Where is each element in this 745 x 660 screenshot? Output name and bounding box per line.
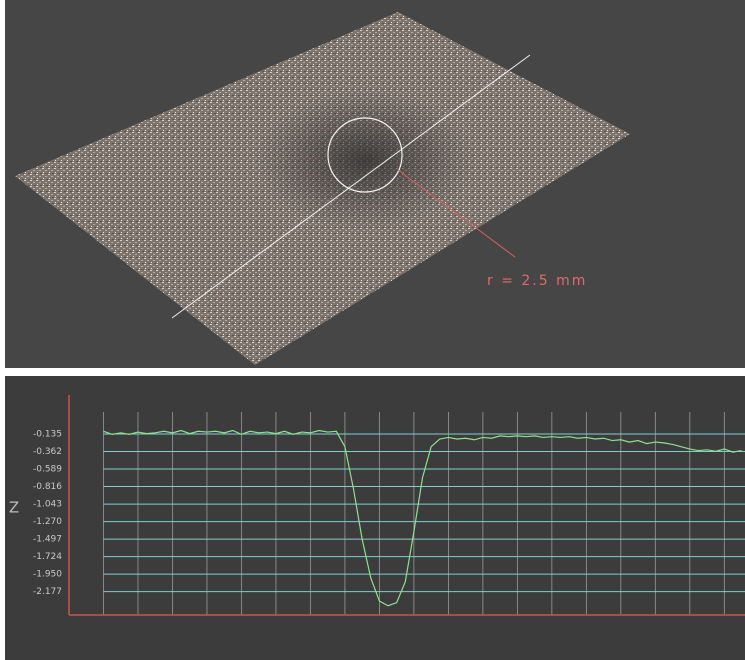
y-tick-label: -0.362 (33, 447, 62, 457)
y-axis-label: Z (9, 499, 19, 517)
crater-shade (255, 90, 475, 230)
annotation-leader (397, 169, 516, 258)
y-tick-label: -0.135 (33, 429, 62, 439)
crater-circle (327, 117, 403, 193)
y-tick-label: -1.043 (33, 500, 62, 510)
profile-line (171, 54, 531, 319)
profile-panel (5, 376, 745, 660)
y-tick-label: -2.177 (33, 587, 62, 597)
y-tick-label: -1.497 (33, 535, 62, 545)
y-tick-label: -1.950 (33, 570, 62, 580)
y-tick-label: -0.816 (33, 482, 62, 492)
radius-annotation: r = 2.5 mm (487, 273, 587, 289)
profile-line (103, 429, 742, 607)
profile-chart: Z -0.135 -0.362 -0.589 -0.816 -1.043 -1.270 -1… (9, 395, 745, 616)
y-tick-label: -0.589 (33, 465, 62, 475)
y-tick-label: -1.724 (33, 552, 62, 562)
y-tick-label: -1.270 (33, 517, 62, 527)
